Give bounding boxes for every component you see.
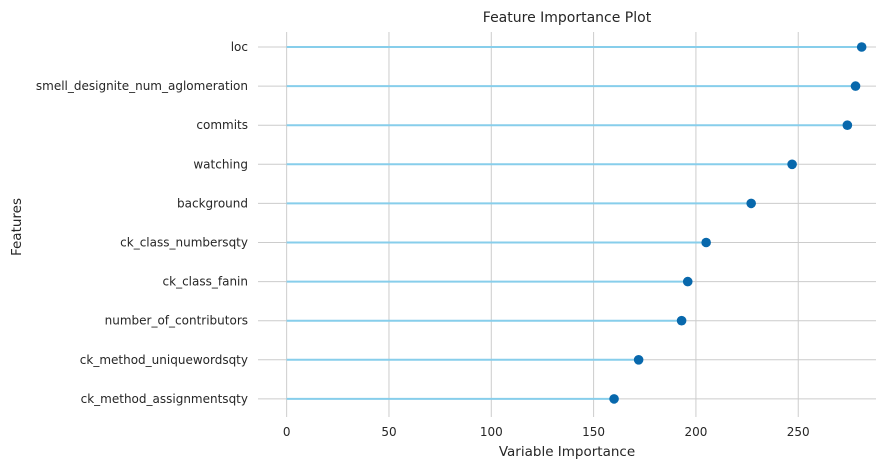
y-tick-label: background [177, 196, 248, 210]
y-tick-label: commits [196, 118, 248, 132]
y-tick-label: ck_method_assignmentsqty [81, 392, 248, 406]
y-tick-label: ck_method_uniquewordsqty [80, 353, 248, 367]
stem-layer [286, 46, 862, 400]
x-axis-label: Variable Importance [499, 444, 635, 460]
x-tick-label: 150 [582, 425, 605, 439]
x-tick-label: 100 [480, 425, 503, 439]
y-tick-label: loc [231, 40, 248, 54]
lollipop-marker [676, 315, 687, 326]
lollipop-marker [701, 237, 711, 248]
chart-title: Feature Importance Plot [483, 10, 652, 26]
x-tick-label: 0 [283, 425, 291, 439]
x-tick-label: 200 [684, 425, 707, 439]
lollipop-marker [682, 276, 693, 287]
x-tick-label: 250 [787, 425, 810, 439]
x-tick-labels: 0 50 100 150 200 250 [283, 425, 810, 439]
lollipop-marker [746, 198, 756, 209]
x-tick-label: 50 [381, 425, 396, 439]
y-tick-label: number_of_contributors [105, 314, 248, 328]
y-tick-label: watching [193, 157, 248, 171]
y-tick-label: ck_class_numbersqty [120, 236, 248, 250]
y-tick-labels: loc smell_designite_num_aglomerationcommi… [36, 40, 248, 406]
y-tick-label: smell_designite_num_aglomeration [36, 79, 248, 93]
lollipop-marker [633, 355, 644, 365]
lollipop-marker [842, 120, 853, 130]
marker-layer [609, 42, 867, 404]
lollipop-marker [856, 42, 867, 52]
lollipop-marker [609, 394, 619, 404]
y-tick-label: ck_class_fanin [163, 275, 248, 289]
lollipop-marker [787, 159, 797, 170]
lollipop-marker [850, 81, 861, 91]
y-axis-label: Features [9, 198, 25, 256]
